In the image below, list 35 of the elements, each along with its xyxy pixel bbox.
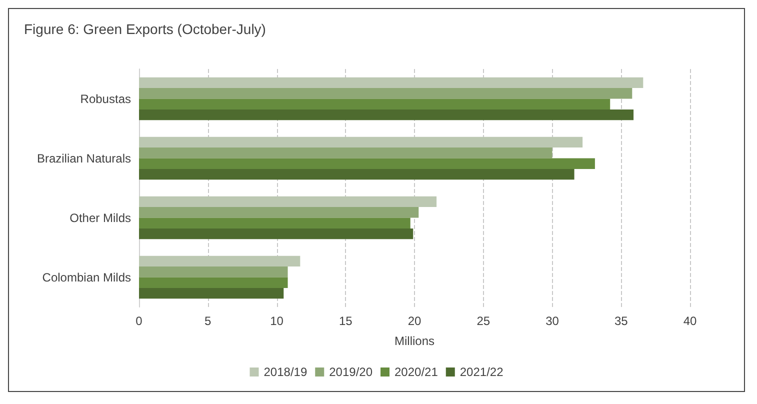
x-tick-label: 30 xyxy=(546,314,560,328)
y-tick-label: Robustas xyxy=(80,92,131,106)
x-tick-label: 5 xyxy=(204,314,212,328)
bar xyxy=(139,207,419,218)
legend-label: 2018/19 xyxy=(264,365,308,379)
bar xyxy=(139,266,288,278)
bar xyxy=(139,136,583,148)
legend-label: 2019/20 xyxy=(329,365,373,379)
y-tick-label: Other Milds xyxy=(70,210,131,225)
y-tick-label: Brazilian Naturals xyxy=(36,151,131,166)
bar xyxy=(139,98,610,110)
x-tick-label: 15 xyxy=(338,314,353,328)
legend-label: 2021/22 xyxy=(460,365,504,379)
legend-label: 2020/21 xyxy=(394,365,438,379)
x-tick-label: 40 xyxy=(683,314,697,328)
bar xyxy=(139,88,632,99)
bar xyxy=(139,148,552,158)
bar xyxy=(139,277,288,288)
chart-title: Figure 6: Green Exports (October-July) xyxy=(24,21,266,37)
x-tick-label: 0 xyxy=(136,314,143,328)
bar xyxy=(139,196,437,208)
bar xyxy=(139,168,574,180)
bar xyxy=(139,109,634,120)
x-tick-label: 10 xyxy=(270,314,284,328)
y-tick-label: Colombian Milds xyxy=(42,270,131,284)
x-tick-label: 20 xyxy=(408,314,422,328)
bar xyxy=(139,158,595,169)
x-tick-label: 35 xyxy=(614,314,628,328)
x-tick-label: 25 xyxy=(476,314,490,328)
x-axis-title: Millions xyxy=(394,334,435,348)
bar xyxy=(139,288,284,299)
bar xyxy=(139,256,300,267)
bar xyxy=(139,228,414,240)
bar xyxy=(139,77,644,88)
bar xyxy=(139,218,410,228)
